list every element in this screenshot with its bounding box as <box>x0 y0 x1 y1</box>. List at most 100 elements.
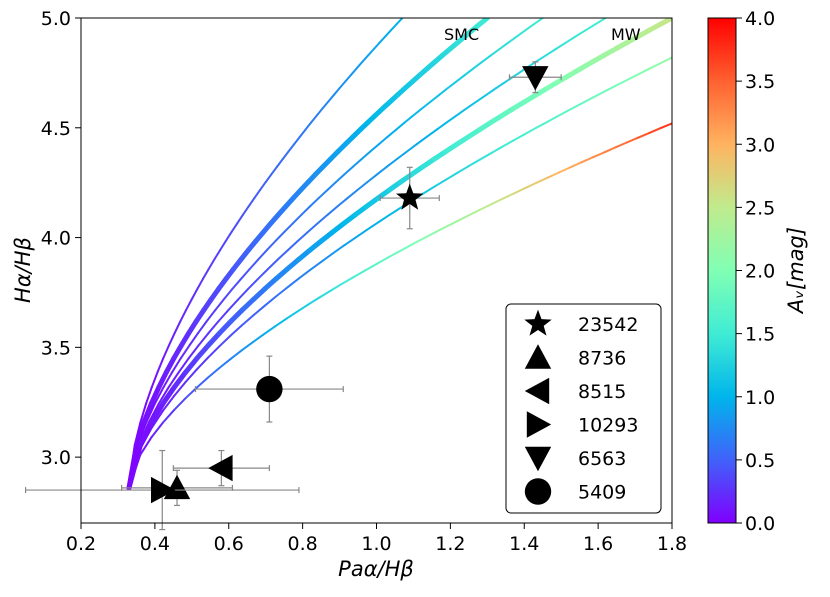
curve-segment <box>614 141 628 149</box>
curve-segment <box>533 18 544 26</box>
point-6563 <box>508 61 562 94</box>
curve-segment <box>464 67 475 76</box>
curve-segment <box>241 205 250 216</box>
curve-segment <box>637 67 651 76</box>
legend-label: 8736 <box>578 348 626 370</box>
curve-segment <box>185 298 193 312</box>
colorbar-tick-label: 2.5 <box>745 197 775 219</box>
marker-triangle-up <box>163 474 191 500</box>
curve-segment <box>445 114 458 124</box>
point-8736 <box>121 469 234 507</box>
curve-segment <box>259 181 267 192</box>
curve-segment <box>535 120 549 129</box>
curve-segment <box>264 173 273 184</box>
legend-box <box>505 303 662 514</box>
curve-segment <box>535 176 549 184</box>
curve-segment <box>183 355 200 375</box>
colorbar-tick-label: 0.5 <box>745 450 775 472</box>
curve-segment <box>239 296 256 313</box>
curve-segment <box>433 225 447 234</box>
curve-segment <box>574 29 587 38</box>
curve-segment <box>228 307 245 324</box>
curve-segment <box>365 221 379 232</box>
curve-segment <box>283 222 294 234</box>
colorbar-tick-label: 0.0 <box>745 513 775 535</box>
curve-segment <box>317 189 329 200</box>
curve-segment <box>177 357 190 374</box>
curve-segment <box>342 275 357 284</box>
curve-segment <box>321 100 330 110</box>
curve-segment <box>399 243 413 252</box>
curve-segment <box>171 357 182 374</box>
point-8515 <box>172 449 270 487</box>
curve-segment <box>218 357 232 369</box>
curve-segment <box>230 222 239 234</box>
curve-segment <box>455 107 468 117</box>
curve-segment <box>327 93 335 103</box>
curve-segment <box>217 318 234 336</box>
curve-segment <box>637 131 651 139</box>
curve-segment <box>326 181 337 192</box>
curve-segment <box>433 178 447 188</box>
curve-segment <box>179 309 187 323</box>
curve-segment <box>354 268 368 278</box>
curve-segment <box>365 262 379 271</box>
curve-segment <box>241 314 255 327</box>
curve-segment <box>386 128 398 138</box>
curve-segment <box>197 320 208 335</box>
curve-segment <box>356 181 369 192</box>
curve-segment <box>173 397 187 411</box>
curve-segment <box>369 143 380 153</box>
curve-segment <box>320 288 334 298</box>
curve-segment <box>591 151 606 159</box>
legend-marker-triangle-down <box>524 446 552 472</box>
curve-segment <box>257 268 269 280</box>
curve-segment <box>265 240 277 252</box>
curve-segment <box>145 402 156 424</box>
curve-segment <box>241 340 255 352</box>
curve-segment <box>594 18 607 26</box>
curve-segment <box>137 419 155 448</box>
curve-segment <box>475 93 488 103</box>
colorbar-tick-label: 2.0 <box>745 261 775 283</box>
curve-segment <box>139 402 148 424</box>
legend-entry-10293: 10293 <box>526 411 638 438</box>
curve-segment <box>205 309 217 323</box>
x-tick-label: 1.0 <box>361 533 391 555</box>
curve-segment <box>352 158 363 168</box>
x-tick-label: 1.2 <box>435 533 465 555</box>
curve-curve-4 <box>128 18 607 489</box>
marker-circle <box>256 375 283 403</box>
curve-segment <box>545 48 557 57</box>
curve-segment <box>247 277 260 290</box>
curve-segment <box>333 87 341 96</box>
curve-segment <box>297 269 311 280</box>
curve-segment <box>648 62 662 70</box>
curve-segment <box>276 249 289 261</box>
curve-segment <box>297 302 311 312</box>
colorbar-label: Aᵥ[mag] <box>784 227 808 315</box>
curve-segment <box>490 145 504 155</box>
curve-segment <box>625 136 640 144</box>
y-tick-label: 4.5 <box>41 118 71 140</box>
y-tick-label: 3.0 <box>41 447 71 469</box>
curve-segment <box>310 114 318 124</box>
curve-segment <box>139 426 153 450</box>
curve-segment <box>403 114 415 124</box>
curve-segment <box>490 48 501 57</box>
curve-smc <box>126 18 490 491</box>
legend-label: 5409 <box>578 482 626 504</box>
colorbar: Aᵥ[mag] 0.0 0.5 1.0 1.5 2.0 2.5 3.0 3.5 4.0 <box>707 8 808 535</box>
curve-segment <box>505 73 518 83</box>
curve-segment <box>173 381 187 397</box>
marker-triangle-down <box>522 66 549 91</box>
curve-segment <box>388 249 402 258</box>
curve-segment <box>481 54 492 63</box>
curve-segment <box>557 108 572 117</box>
curve-segment <box>396 150 408 160</box>
curve-segment <box>291 213 303 225</box>
curve-segment <box>354 229 368 239</box>
y-axis: 3.0 3.5 4.0 4.5 5.0 <box>41 8 81 469</box>
curve-segment <box>275 286 289 298</box>
